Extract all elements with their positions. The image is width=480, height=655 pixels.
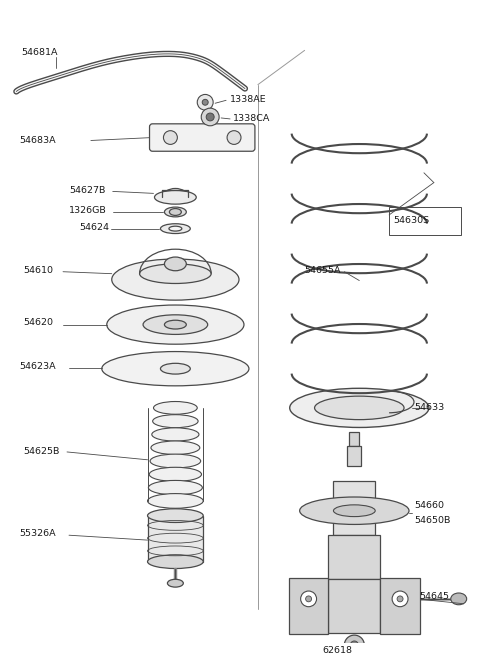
- Ellipse shape: [155, 191, 196, 204]
- Circle shape: [300, 591, 316, 607]
- Ellipse shape: [165, 320, 186, 329]
- Ellipse shape: [152, 428, 199, 441]
- Circle shape: [164, 131, 178, 144]
- Text: 1326GB: 1326GB: [69, 206, 107, 215]
- Ellipse shape: [314, 396, 404, 420]
- Text: 54633: 54633: [414, 403, 444, 413]
- Ellipse shape: [150, 454, 201, 468]
- Ellipse shape: [151, 441, 200, 455]
- Ellipse shape: [451, 593, 467, 605]
- Ellipse shape: [300, 497, 409, 525]
- Text: 54610: 54610: [23, 266, 53, 275]
- Bar: [334, 481, 375, 535]
- Circle shape: [227, 131, 241, 144]
- Ellipse shape: [102, 352, 249, 386]
- Text: 1338CA: 1338CA: [233, 115, 270, 123]
- Text: 54681A: 54681A: [21, 48, 58, 57]
- Ellipse shape: [169, 226, 182, 231]
- Ellipse shape: [168, 579, 183, 587]
- Ellipse shape: [169, 208, 181, 215]
- Ellipse shape: [140, 264, 211, 284]
- Text: 1338AE: 1338AE: [230, 95, 267, 104]
- Circle shape: [392, 591, 408, 607]
- Circle shape: [306, 596, 312, 602]
- Circle shape: [202, 100, 208, 105]
- Text: 54620: 54620: [23, 318, 53, 327]
- Text: 54683A: 54683A: [19, 136, 56, 145]
- Ellipse shape: [143, 315, 208, 335]
- Circle shape: [397, 596, 403, 602]
- Text: 54645: 54645: [419, 592, 449, 601]
- Ellipse shape: [153, 415, 198, 428]
- Text: 54655A: 54655A: [305, 266, 341, 275]
- Bar: [348, 446, 361, 466]
- Ellipse shape: [112, 259, 239, 300]
- Ellipse shape: [154, 402, 197, 414]
- Ellipse shape: [147, 509, 203, 523]
- Text: 54623A: 54623A: [19, 362, 56, 371]
- Bar: [389, 207, 461, 234]
- Text: 62618: 62618: [323, 646, 352, 655]
- Text: 54650B: 54650B: [414, 516, 450, 525]
- Bar: [328, 579, 380, 633]
- FancyBboxPatch shape: [150, 124, 255, 151]
- Text: 54625B: 54625B: [23, 447, 60, 457]
- Ellipse shape: [147, 494, 203, 508]
- Text: 55326A: 55326A: [19, 529, 56, 538]
- Text: 54660: 54660: [414, 501, 444, 510]
- Text: 54627B: 54627B: [69, 186, 106, 195]
- Bar: [328, 535, 380, 579]
- Bar: [349, 432, 360, 446]
- Ellipse shape: [160, 364, 190, 374]
- Text: 54630S: 54630S: [393, 216, 429, 225]
- Ellipse shape: [147, 555, 203, 569]
- Circle shape: [344, 635, 364, 655]
- FancyBboxPatch shape: [288, 578, 328, 634]
- Ellipse shape: [149, 467, 202, 481]
- Ellipse shape: [160, 224, 190, 234]
- Circle shape: [201, 108, 219, 126]
- Ellipse shape: [165, 207, 186, 217]
- Ellipse shape: [107, 305, 244, 345]
- Ellipse shape: [148, 480, 203, 495]
- Circle shape: [350, 641, 358, 649]
- Ellipse shape: [334, 505, 375, 517]
- Circle shape: [197, 94, 213, 110]
- Circle shape: [206, 113, 214, 121]
- Text: 54624: 54624: [79, 223, 109, 232]
- FancyBboxPatch shape: [380, 578, 420, 634]
- Ellipse shape: [165, 257, 186, 271]
- Ellipse shape: [290, 388, 429, 428]
- Bar: [147, 515, 203, 561]
